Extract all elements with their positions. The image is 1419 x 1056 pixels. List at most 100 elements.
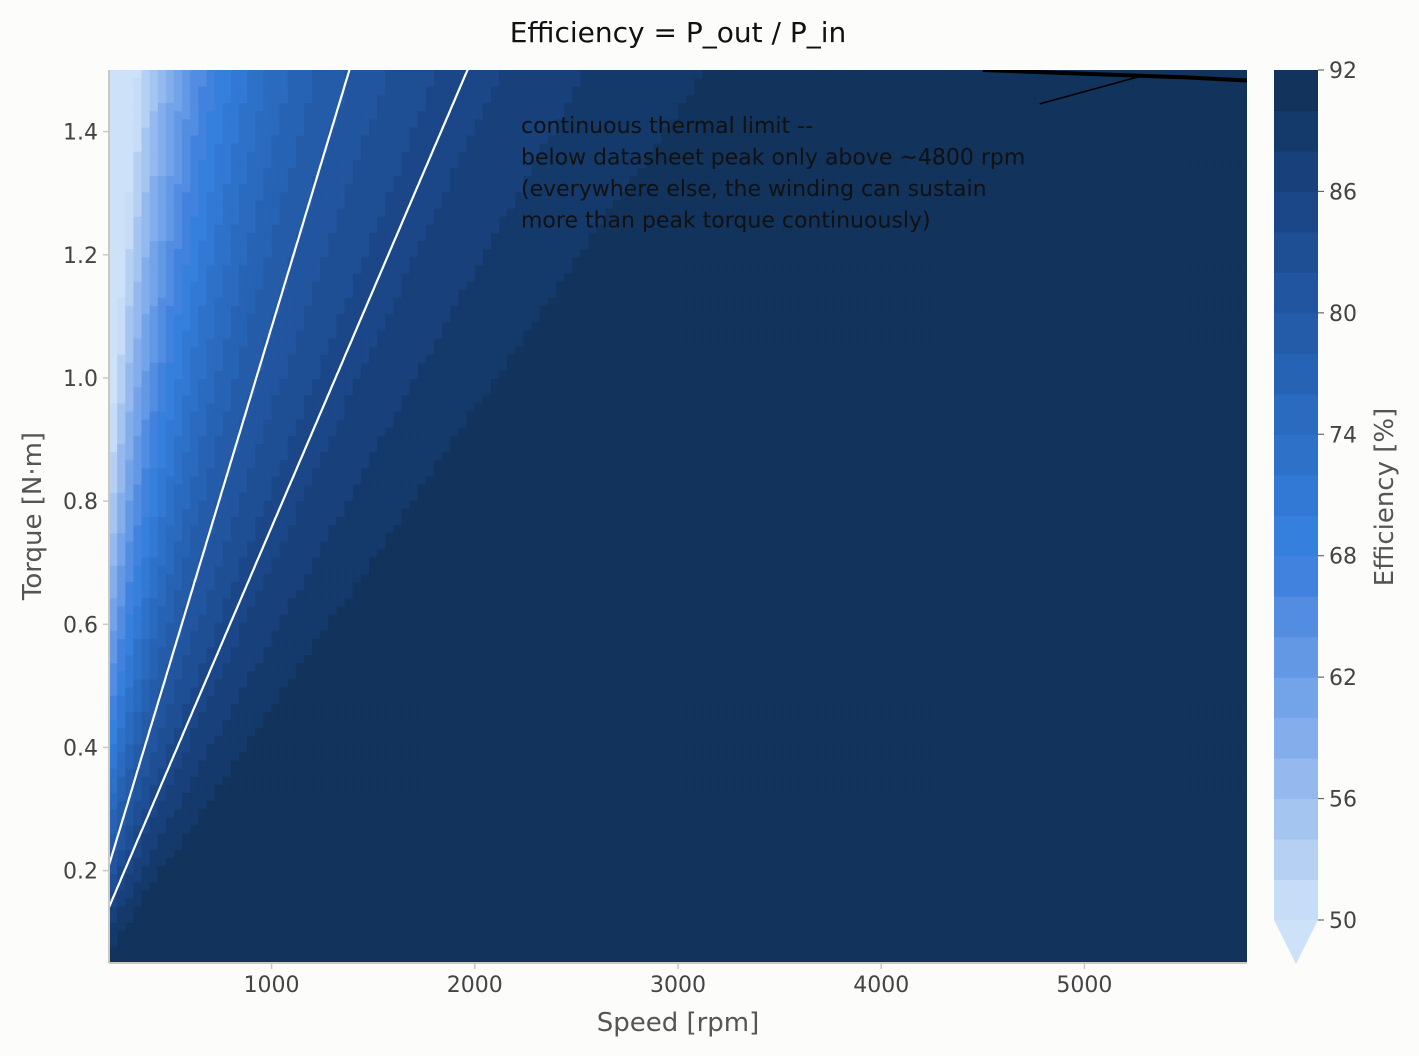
heatmap-cell [157,443,167,453]
heatmap-cell [157,305,167,315]
heatmap-cell [287,605,297,615]
heatmap-cell [344,557,354,566]
heatmap-cell [295,346,305,355]
heatmap-cell [442,516,451,526]
heatmap-cell [117,419,126,428]
heatmap-cell [255,199,265,209]
heatmap-cell [409,313,419,323]
heatmap-cell [271,776,281,785]
heatmap-cell [417,199,427,209]
heatmap-cell [271,670,281,680]
heatmap-cell [133,216,143,225]
heatmap-cell [450,938,460,948]
heatmap-cell [230,337,240,347]
plot-area [109,70,1247,963]
heatmap-cell [304,532,313,542]
heatmap-cell [141,557,151,566]
heatmap-cell [352,500,362,509]
heatmap-cell [117,613,126,623]
heatmap-cell [230,281,240,290]
heatmap-cell [401,305,411,315]
heatmap-cell [393,865,403,875]
heatmap-cell [198,508,208,518]
heatmap-cell [466,208,476,217]
heatmap-cell [458,565,468,574]
heatmap-cell [125,419,134,428]
heatmap-cell [206,362,216,371]
heatmap-cell [328,630,338,639]
heatmap-cell [295,321,305,331]
heatmap-cell [157,126,167,136]
heatmap-cell [369,402,378,412]
heatmap-cell [442,792,451,802]
heatmap-cell [360,524,370,534]
heatmap-cell [287,289,297,298]
heatmap-cell [385,86,395,95]
heatmap-cell [279,199,289,209]
heatmap-cell [328,622,338,631]
heatmap-cell [434,159,443,169]
heatmap-cell [369,264,378,274]
heatmap-cell [182,232,191,242]
heatmap-cell [474,548,484,558]
heatmap-cell [401,378,411,388]
heatmap-cell [328,126,338,136]
heatmap-cell [401,248,411,258]
heatmap-cell [198,565,208,574]
heatmap-cell [117,297,126,307]
heatmap-cell [247,427,256,436]
heatmap-cell [149,240,159,250]
heatmap-cell [133,248,143,258]
heatmap-cell [336,703,346,712]
heatmap-cell [426,889,435,899]
heatmap-cell [401,873,411,883]
heatmap-cell [474,126,484,136]
heatmap-cell [165,605,175,615]
heatmap-cell [474,70,484,79]
heatmap-cell [295,159,305,169]
heatmap-cell [263,622,273,631]
heatmap-cell [190,881,200,891]
heatmap-cell [312,329,321,339]
heatmap-cell [434,824,443,834]
heatmap-cell [279,865,289,875]
heatmap-cell [409,727,419,737]
heatmap-cell [434,313,443,323]
heatmap-cell [393,938,403,948]
heatmap-cell [247,134,256,144]
heatmap-cell [352,370,362,380]
heatmap-cell [125,224,134,233]
heatmap-cell [417,857,427,867]
heatmap-cell [385,484,395,493]
heatmap-cell [157,216,167,225]
heatmap-cell [271,581,281,591]
heatmap-cell [417,751,427,761]
heatmap-cell [214,605,224,615]
heatmap-cell [409,175,419,185]
heatmap-cell [417,410,427,420]
heatmap-cell [157,492,167,501]
heatmap-cell [320,792,330,802]
heatmap-cell [393,646,403,656]
heatmap-cell [125,898,134,907]
heatmap-cell [255,670,265,680]
heatmap-cell [417,565,427,574]
heatmap-cell [165,727,175,737]
heatmap-cell [125,841,134,850]
heatmap-cell [255,451,265,461]
heatmap-cell [214,175,224,185]
heatmap-cell [458,630,468,639]
heatmap-cell [369,419,378,428]
heatmap-cell [409,776,419,785]
heatmap-cell [133,208,143,217]
heatmap-cell [417,427,427,436]
heatmap-cell [263,581,273,591]
heatmap-cell [117,622,126,631]
heatmap-cell [344,524,354,534]
heatmap-cell [450,954,460,963]
heatmap-cell [206,475,216,485]
heatmap-cell [295,183,305,193]
heatmap-cell [239,467,248,477]
heatmap-cell [360,475,370,485]
heatmap-cell [165,776,175,785]
